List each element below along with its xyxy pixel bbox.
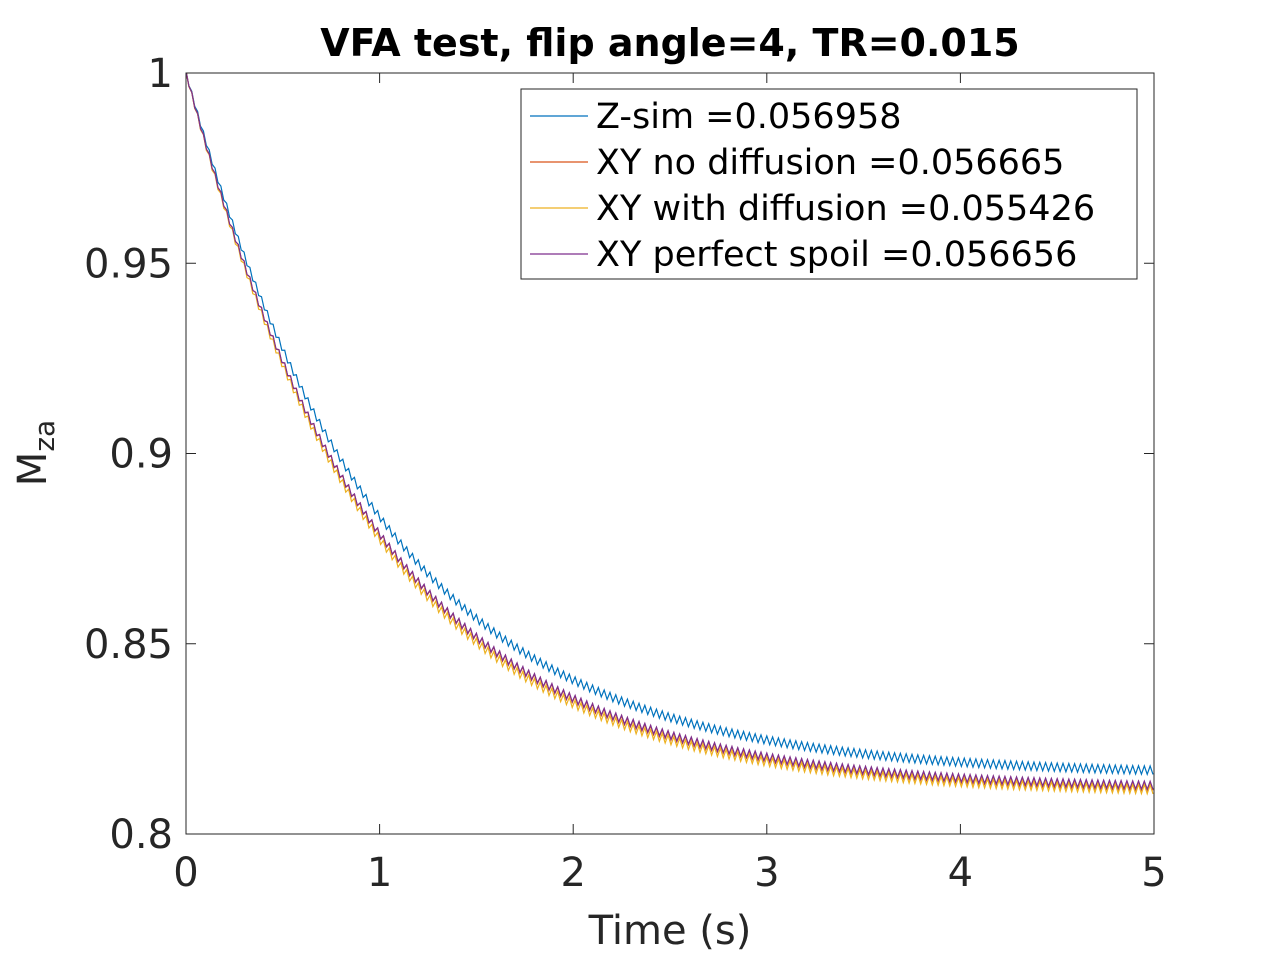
- y-axis-label: Mza: [10, 420, 61, 486]
- legend-label-1: Z-sim =0.056958: [596, 97, 902, 137]
- y-axis-label-subscript: za: [28, 420, 61, 452]
- series-group: [186, 73, 1154, 796]
- x-tick-label: 3: [754, 850, 779, 896]
- x-axis-label: Time (s): [588, 908, 752, 954]
- y-tick-label: 0.9: [109, 432, 173, 478]
- legend-label-4: XY perfect spoil =0.056656: [596, 235, 1077, 275]
- x-tick-label: 2: [560, 850, 585, 896]
- y-tick-label: 0.85: [84, 622, 173, 668]
- x-tick-label: 5: [1141, 850, 1166, 896]
- legend-label-3: XY with diffusion =0.055426: [596, 189, 1095, 229]
- series-line-3: [186, 73, 1154, 796]
- y-tick-label: 1: [148, 51, 173, 97]
- y-axis-label-main: M: [10, 452, 56, 487]
- x-tick-label: 1: [367, 850, 392, 896]
- x-tick-label: 0: [173, 850, 198, 896]
- chart-title: VFA test, flip angle=4, TR=0.015: [320, 21, 1020, 65]
- y-tick-label: 0.95: [84, 241, 173, 287]
- series-line-1: [186, 73, 1154, 777]
- legend-box: [520, 88, 1138, 280]
- legend: Z-sim =0.056958 XY no diffusion =0.056665…: [520, 88, 1138, 280]
- x-tick-label: 4: [948, 850, 973, 896]
- y-tick-label: 0.8: [109, 812, 173, 858]
- series-line-4: [186, 73, 1154, 791]
- legend-label-2: XY no diffusion =0.056665: [596, 143, 1064, 183]
